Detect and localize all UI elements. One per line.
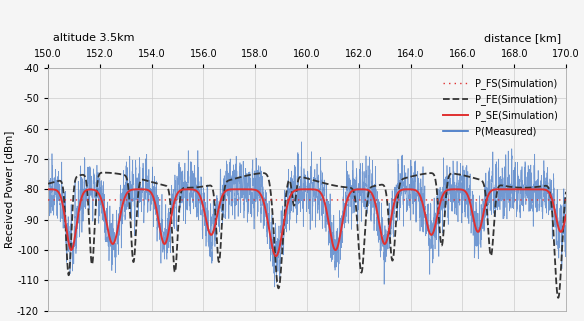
P_FS(Simulation) xyxy=(547,198,554,202)
Text: altitude 3.5km: altitude 3.5km xyxy=(53,33,135,43)
P(Measured) xyxy=(262,189,269,193)
P_FE(Simulation) xyxy=(555,296,562,300)
P(Measured) xyxy=(298,140,305,144)
P_FE(Simulation) xyxy=(562,190,569,194)
P_SE(Simulation) xyxy=(291,189,298,193)
P_FE(Simulation) xyxy=(547,192,554,196)
P(Measured) xyxy=(291,181,298,185)
P_FE(Simulation) xyxy=(266,184,273,188)
Text: distance [km]: distance [km] xyxy=(484,33,561,43)
P_FS(Simulation) xyxy=(44,198,51,202)
P_SE(Simulation) xyxy=(547,193,554,197)
P(Measured) xyxy=(547,208,554,212)
P_SE(Simulation) xyxy=(562,213,569,217)
Line: P_FE(Simulation): P_FE(Simulation) xyxy=(48,173,566,298)
P_SE(Simulation) xyxy=(516,187,523,191)
P_SE(Simulation) xyxy=(521,187,528,191)
P_SE(Simulation) xyxy=(44,187,51,191)
P_SE(Simulation) xyxy=(273,254,280,258)
Y-axis label: Received Power [dBm]: Received Power [dBm] xyxy=(4,131,14,248)
P_FE(Simulation) xyxy=(44,182,51,186)
P_FS(Simulation) xyxy=(421,198,428,202)
P_FE(Simulation) xyxy=(421,172,428,176)
Line: P_SE(Simulation): P_SE(Simulation) xyxy=(48,189,566,256)
P_SE(Simulation) xyxy=(262,208,269,212)
P_SE(Simulation) xyxy=(421,209,428,213)
P_FS(Simulation) xyxy=(291,198,298,202)
P_FE(Simulation) xyxy=(291,204,298,207)
P(Measured) xyxy=(562,209,569,213)
P_FE(Simulation) xyxy=(100,171,107,175)
P_SE(Simulation) xyxy=(266,231,273,235)
P_FS(Simulation) xyxy=(521,198,528,202)
P_FS(Simulation) xyxy=(562,198,569,202)
P_FS(Simulation) xyxy=(266,198,273,202)
P(Measured) xyxy=(44,182,51,186)
Line: P(Measured): P(Measured) xyxy=(48,142,566,287)
P(Measured) xyxy=(271,285,278,289)
P_FE(Simulation) xyxy=(262,172,269,176)
P(Measured) xyxy=(266,247,273,251)
Legend: P_FS(Simulation), P_FE(Simulation), P_SE(Simulation), P(Measured): P_FS(Simulation), P_FE(Simulation), P_SE… xyxy=(440,75,561,140)
P(Measured) xyxy=(421,205,428,209)
P(Measured) xyxy=(521,175,528,179)
P_FS(Simulation) xyxy=(262,198,269,202)
P_FE(Simulation) xyxy=(521,186,528,190)
